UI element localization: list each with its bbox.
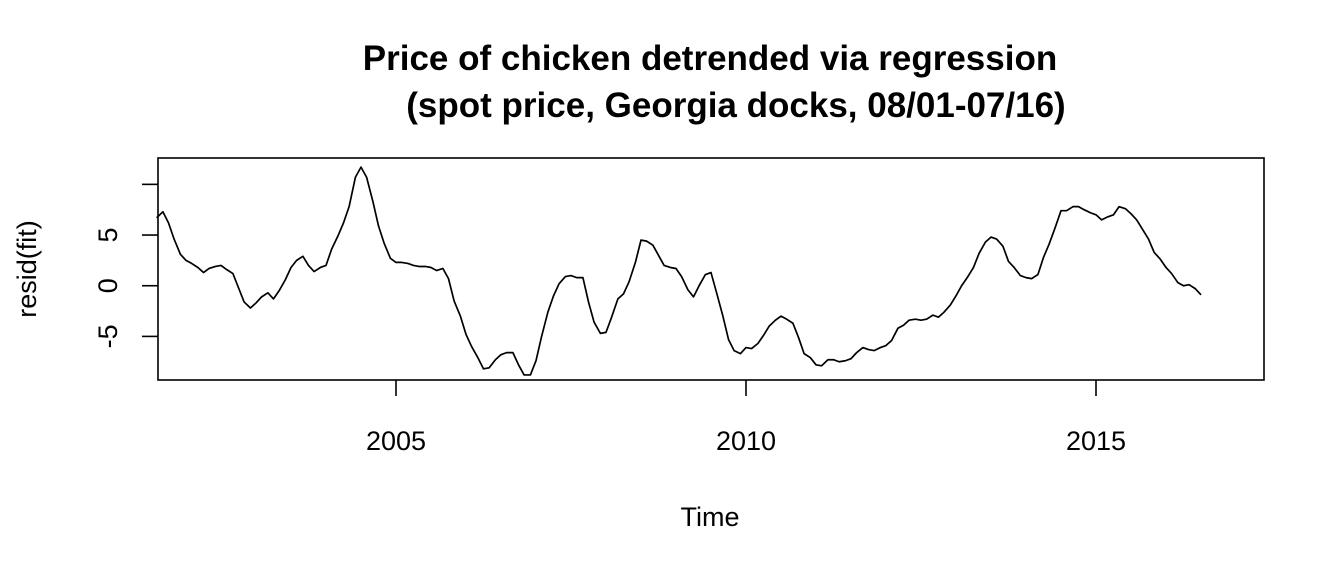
x-tick-label: 2015 — [1066, 426, 1126, 456]
y-axis: -5 0 5 — [93, 183, 158, 348]
x-axis: 2005 2010 2015 — [366, 380, 1126, 456]
x-tick-label: 2010 — [716, 426, 776, 456]
chart-title: Price of chicken detrended via regressio… — [363, 39, 1057, 78]
y-tick-label: 5 — [93, 228, 123, 243]
y-axis-label: resid(fit) — [12, 220, 42, 318]
x-axis-label: Time — [681, 502, 740, 532]
chart-subtitle: (spot price, Georgia docks, 08/01-07/16) — [406, 86, 1065, 125]
y-tick-label: 0 — [93, 278, 123, 293]
y-tick-label: -5 — [93, 324, 123, 348]
plot-frame — [157, 157, 1265, 381]
series-line-0 — [156, 166, 1202, 376]
x-tick-label: 2005 — [366, 426, 426, 456]
series-layer — [156, 166, 1202, 376]
